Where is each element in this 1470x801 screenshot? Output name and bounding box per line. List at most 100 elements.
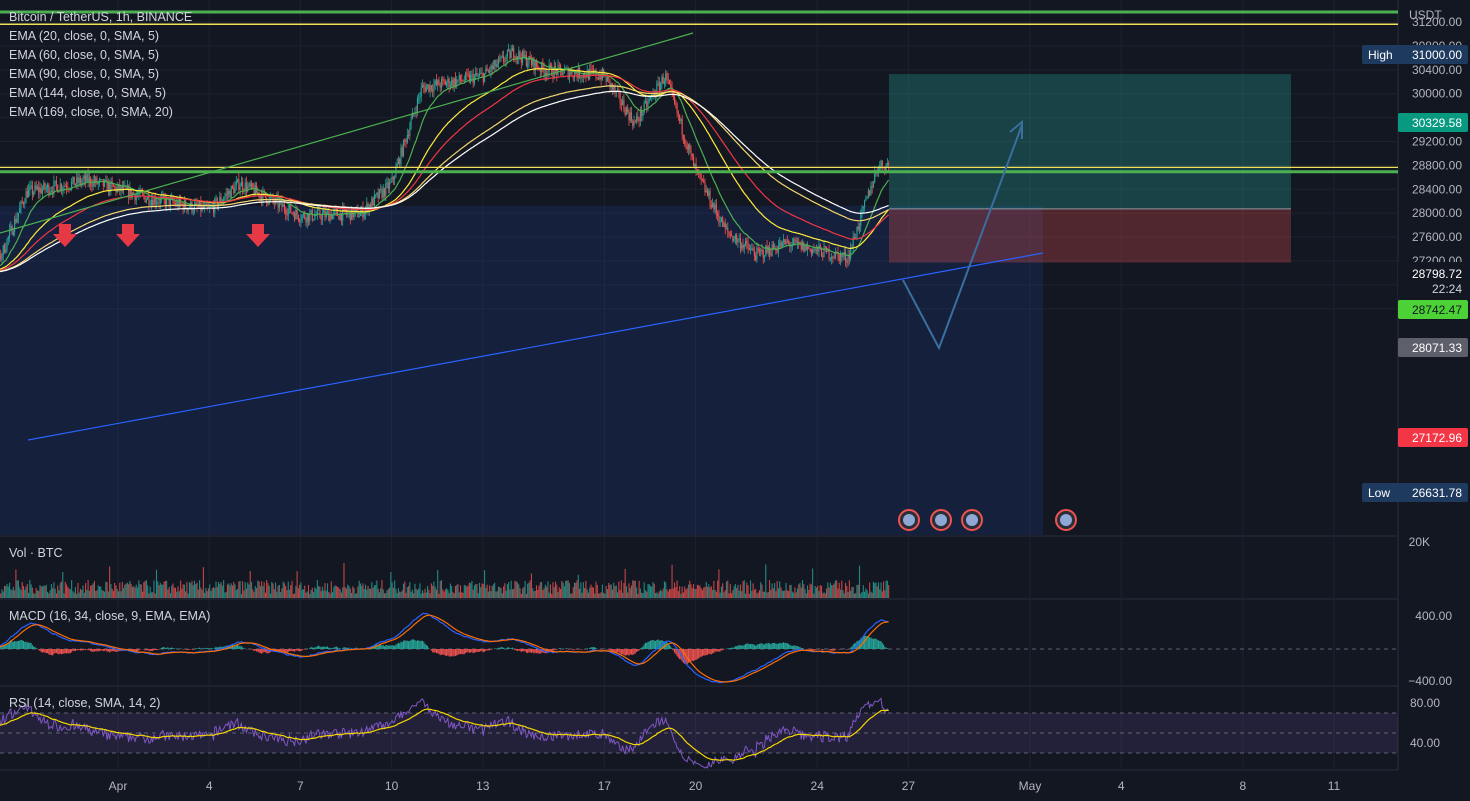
candle-body <box>801 242 804 250</box>
candle-body <box>452 79 454 87</box>
macd-hist <box>164 648 166 649</box>
candle-body <box>722 217 724 227</box>
macd-hist <box>6 643 8 649</box>
volume-bar <box>675 587 677 598</box>
volume-bar <box>424 588 426 598</box>
time-axis[interactable]: Apr 4 7 10 13 17 20 24 27 May 4 8 11 <box>109 779 1341 793</box>
macd-hist <box>33 646 35 649</box>
rsi-title[interactable]: RSI (14, close, SMA, 14, 2) <box>9 696 161 710</box>
volume-bar <box>634 580 636 598</box>
macd-hist <box>743 644 745 649</box>
macd-tick: 400.00 <box>1415 609 1452 623</box>
rsi-line <box>0 697 890 769</box>
candle-body <box>55 180 57 186</box>
lower-trendline <box>27 252 1044 441</box>
candle-body <box>719 221 721 223</box>
macd-hist <box>287 649 289 653</box>
candle-body <box>796 241 798 243</box>
volume-bar <box>192 585 194 598</box>
volume-bar <box>846 585 848 598</box>
volume-bar <box>250 581 253 598</box>
candle-body <box>477 75 479 77</box>
ema-90-label[interactable]: EMA (90, close, 0, SMA, 5) <box>9 67 160 81</box>
volume-bar <box>625 586 627 598</box>
candle-body <box>694 163 696 167</box>
volume-bar <box>763 591 766 598</box>
volume-bar <box>771 583 773 598</box>
volume-title[interactable]: Vol · BTC <box>9 546 63 560</box>
macd-hist <box>291 649 293 652</box>
candle-body <box>539 69 541 72</box>
candle-body <box>224 196 226 200</box>
volume-bar <box>237 588 239 598</box>
volume-bar <box>699 585 701 598</box>
volume-bar <box>518 584 520 598</box>
candle-body <box>240 181 242 187</box>
volume-bar <box>742 581 744 598</box>
macd-hist <box>701 649 703 657</box>
volume-bar <box>107 591 109 598</box>
macd-hist <box>552 649 554 652</box>
macd-title[interactable]: MACD (16, 34, close, 9, EMA, EMA) <box>9 609 211 623</box>
volume-bar <box>7 586 9 598</box>
candle-body <box>174 202 177 206</box>
volume-bar <box>576 580 578 598</box>
volume-bar <box>486 584 488 598</box>
volume-bar <box>76 593 78 598</box>
candle-body <box>511 47 513 51</box>
volume-bar <box>880 582 882 598</box>
volume-bar <box>310 589 312 598</box>
candle-body <box>789 242 791 247</box>
macd-hist <box>383 646 386 649</box>
candle-body <box>465 72 467 81</box>
ema-144-label[interactable]: EMA (144, close, 0, SMA, 5) <box>9 86 167 100</box>
candle-body <box>21 201 23 203</box>
candle-body <box>808 246 810 249</box>
macd-hist <box>731 647 733 649</box>
volume-bar <box>505 590 507 598</box>
macd-hist <box>613 649 615 652</box>
macd-hist <box>611 649 614 652</box>
ema-169-label[interactable]: EMA (169, close, 0, SMA, 20) <box>9 105 173 119</box>
candle-body <box>487 70 489 72</box>
volume-bar <box>2 591 4 598</box>
ema-20-label[interactable]: EMA (20, close, 0, SMA, 5) <box>9 29 160 43</box>
volume-bar <box>601 584 603 598</box>
target-zone <box>889 74 1291 209</box>
candle-body <box>50 190 52 192</box>
rsi-pane <box>0 697 1398 769</box>
volume-bar <box>273 589 275 598</box>
volume-bar <box>537 589 539 598</box>
price-axis[interactable]: USDT31200.0030800.0030400.0030000.002960… <box>1362 0 1470 801</box>
volume-bar <box>147 585 149 598</box>
macd-hist <box>24 641 26 649</box>
volume-bar <box>14 590 16 598</box>
volume-bar <box>533 591 535 598</box>
ema-60-label[interactable]: EMA (60, close, 0, SMA, 5) <box>9 48 160 62</box>
macd-hist <box>446 649 448 656</box>
macd-hist <box>396 643 398 649</box>
volume-bar <box>220 582 222 598</box>
candle-body <box>106 179 108 192</box>
volume-bar <box>297 588 299 598</box>
symbol-title[interactable]: Bitcoin / TetherUS, 1h, BINANCE <box>9 10 193 24</box>
candle-body <box>829 258 831 260</box>
macd-hist <box>643 644 645 649</box>
volume-bar <box>497 586 500 598</box>
candle-body <box>321 213 323 220</box>
volume-bar <box>744 593 747 598</box>
macd-hist <box>535 649 538 654</box>
candle-body <box>762 249 764 258</box>
ema-price-tag: 28742.47 <box>1412 303 1462 317</box>
macd-hist <box>556 649 558 651</box>
volume-bar <box>674 582 676 598</box>
candle-body <box>869 190 871 195</box>
candle-body <box>430 85 432 90</box>
volume-bar <box>91 585 93 598</box>
volume-bar <box>760 582 762 598</box>
candle-body <box>761 249 763 251</box>
candle-body <box>845 252 847 262</box>
volume-bar <box>240 593 242 598</box>
candle-body <box>228 190 230 195</box>
